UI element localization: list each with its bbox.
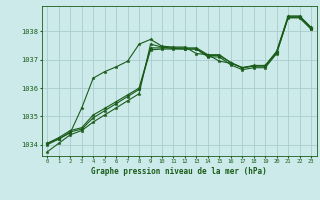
X-axis label: Graphe pression niveau de la mer (hPa): Graphe pression niveau de la mer (hPa) xyxy=(91,167,267,176)
